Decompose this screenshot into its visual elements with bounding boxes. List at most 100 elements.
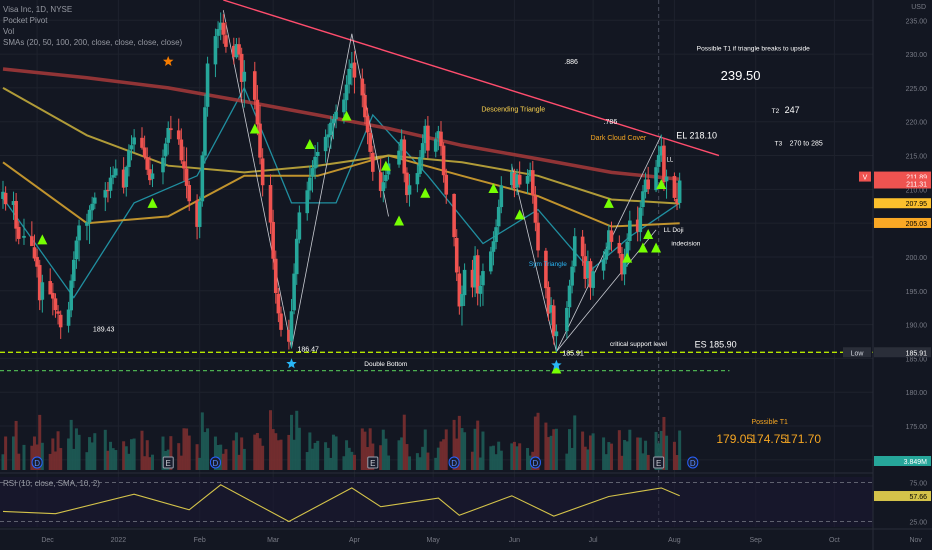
dark-cloud-cover-label: Dark Cloud Cover (591, 135, 647, 142)
candle-body (326, 134, 331, 138)
volume-bar (132, 438, 136, 470)
volume-bar (397, 440, 401, 470)
volume-bar (90, 442, 94, 470)
candle-body (187, 185, 192, 202)
time-axis-label: Jul (589, 537, 598, 544)
price-tag-label: 185.91 (906, 350, 928, 357)
volume-bar (130, 439, 134, 470)
symbol-title[interactable]: Visa Inc, 1D, NYSE (3, 5, 73, 14)
candle-body (439, 131, 443, 147)
pocket-pivot-arrow-icon (304, 139, 315, 150)
price-mark-label: 189.43 (93, 327, 115, 334)
volume-bar (69, 419, 73, 470)
volume-bar (295, 410, 299, 470)
candle-body (329, 122, 333, 136)
volume-bar (345, 440, 349, 470)
price-axis-tick: 210.00 (906, 187, 928, 194)
volume-bar (38, 414, 42, 470)
candle-body (179, 139, 184, 161)
volume-bar (460, 428, 464, 470)
dividend-marker-icon (687, 456, 699, 469)
volume-indicator[interactable]: Vol (3, 27, 15, 36)
time-axis-label: Dec (41, 537, 54, 544)
pocket-pivot-arrow-icon (341, 110, 352, 121)
volume-bar (182, 428, 186, 470)
candle-body (601, 259, 606, 271)
volume-bar (161, 436, 165, 470)
pocket-pivot-arrow-icon (656, 178, 667, 189)
candle-body (287, 329, 291, 342)
volume-bar (143, 456, 147, 470)
volume-bar (289, 414, 293, 470)
candle-body (195, 200, 199, 227)
volume-bar (442, 439, 446, 470)
time-axis-label: Sep (749, 537, 762, 544)
sma-indicator[interactable]: SMAs (20, 50, 100, 200, close, close, cl… (3, 38, 183, 47)
candle-body (268, 185, 273, 223)
price-axis-tick: 180.00 (906, 390, 928, 397)
candle-body (108, 177, 113, 191)
candle-body (11, 201, 16, 205)
volume-bar (526, 448, 530, 470)
volume-bar (638, 437, 642, 470)
volume-bar (646, 454, 650, 470)
volume-bar (591, 433, 595, 470)
event-marker-letter: D (213, 459, 219, 468)
event-marker-letter: D (533, 459, 539, 468)
price-axis (873, 0, 932, 550)
candle-body (334, 111, 338, 120)
candle-body (350, 63, 354, 69)
candle-body (530, 170, 535, 196)
volume-bar (455, 438, 459, 470)
price-tag (874, 347, 931, 358)
candle-body (426, 125, 430, 151)
volume-bar (675, 455, 679, 470)
candle-body (365, 116, 370, 133)
time-axis-label: May (427, 537, 441, 544)
pocket-pivot-arrow-icon (651, 242, 662, 253)
volume-bar (297, 427, 301, 470)
candle-body (213, 36, 218, 65)
candle-body (604, 249, 609, 260)
time-axis-label: Jun (509, 537, 520, 544)
volume-bar (473, 428, 477, 470)
candle-body (583, 256, 588, 279)
volume-bar (32, 436, 36, 470)
volume-bar (187, 435, 191, 470)
volume-bar (352, 454, 356, 470)
candle-body (457, 273, 462, 307)
candle-body (72, 259, 76, 282)
candle-body (342, 99, 346, 113)
candle-body (87, 209, 92, 223)
volume-bar (536, 412, 540, 470)
volume-bar (570, 447, 574, 470)
candle-body (313, 156, 317, 169)
pocket-pivot-indicator[interactable]: Pocket Pivot (3, 16, 48, 25)
candle-body (628, 220, 632, 241)
candle-body (221, 22, 226, 35)
candle-body (16, 226, 21, 239)
candle-body (260, 158, 265, 186)
candle-body (609, 230, 614, 242)
pocket-pivot-arrow-icon (643, 228, 654, 239)
volume-bar (203, 432, 207, 470)
earnings-marker-icon (653, 456, 665, 469)
candle-body (512, 173, 517, 189)
volume-bar (665, 435, 669, 470)
candle-body (331, 118, 336, 124)
candle-body (363, 94, 367, 118)
candle-body (454, 237, 459, 273)
pocket-pivot-arrow-icon (380, 160, 391, 171)
volume-bar (40, 442, 44, 470)
volume-bar (206, 428, 210, 470)
pattern-line (222, 10, 292, 349)
candle-body (567, 285, 572, 308)
candle-body (402, 139, 407, 174)
candle-body (197, 201, 202, 227)
pocket-pivot-arrow-icon (420, 187, 431, 198)
volume-bar (609, 443, 613, 470)
volume-bar (276, 440, 280, 470)
rsi-line (2, 484, 680, 523)
volume-bar (439, 441, 443, 470)
